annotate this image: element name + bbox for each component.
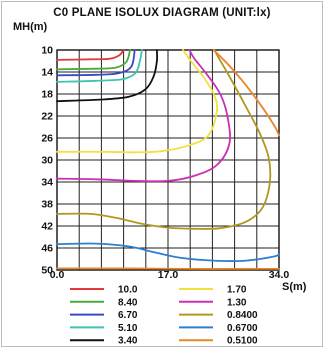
- isolux-line-0.6700: [56, 242, 280, 262]
- isolux-line-8.40: [56, 49, 131, 71]
- isolux-line-0.8400: [56, 49, 272, 230]
- legend-label: 0.6700: [227, 323, 258, 334]
- isolux-line-6.70: [56, 49, 136, 77]
- y-tick-label: 18: [41, 89, 53, 101]
- isolux-line-10.0: [56, 49, 125, 61]
- isolux-line-0.5100: [212, 49, 280, 137]
- legend-label: 0.8400: [227, 310, 258, 321]
- legend-label: 0.5100: [227, 336, 258, 347]
- x-tick-label: 34.0: [269, 269, 290, 281]
- y-tick-label: 22: [41, 111, 53, 123]
- axis-ticks: 10 14 18 22 26 30 34 38 42 46 500.0 17.0 34.0: [41, 45, 289, 282]
- isolux-curves: [56, 49, 280, 270]
- legend-label: 10.0: [118, 285, 138, 296]
- isolux-line-1.70: [56, 49, 219, 154]
- isolux-line-5.10: [56, 49, 143, 83]
- isolux-line-0.5100: [56, 267, 280, 270]
- grid: [56, 49, 280, 271]
- y-tick-label: 26: [41, 133, 53, 145]
- y-tick-label: 50: [41, 265, 53, 277]
- y-tick-label: 38: [41, 199, 53, 211]
- legend: 10.08.40 6.70 5.10 3.40 1.701.30 0.8400 0.6700…: [70, 285, 258, 347]
- y-tick-label: 46: [41, 243, 53, 255]
- x-axis-label: S(m): [282, 281, 307, 293]
- legend-label: 8.40: [118, 297, 138, 308]
- y-tick-label: 30: [41, 155, 53, 167]
- legend-label: 3.40: [118, 336, 138, 347]
- y-tick-label: 34: [41, 177, 53, 189]
- x-tick-label: 17.0: [158, 269, 179, 281]
- y-tick-label: 42: [41, 221, 53, 233]
- isolux-line-1.30: [56, 49, 231, 183]
- y-tick-label: 10: [41, 45, 53, 57]
- isolux-line-3.40: [56, 49, 159, 103]
- legend-label: 5.10: [118, 323, 138, 334]
- legend-label: 1.70: [227, 285, 247, 296]
- plot-border: [56, 49, 280, 271]
- chart-title: C0 PLANE ISOLUX DIAGRAM (UNIT:lx): [53, 7, 271, 19]
- x-tick-label: 0.0: [50, 269, 65, 281]
- y-tick-label: 14: [41, 67, 53, 79]
- legend-label: 6.70: [118, 310, 138, 321]
- y-axis-label: MH(m): [13, 21, 48, 33]
- legend-label: 1.30: [227, 297, 247, 308]
